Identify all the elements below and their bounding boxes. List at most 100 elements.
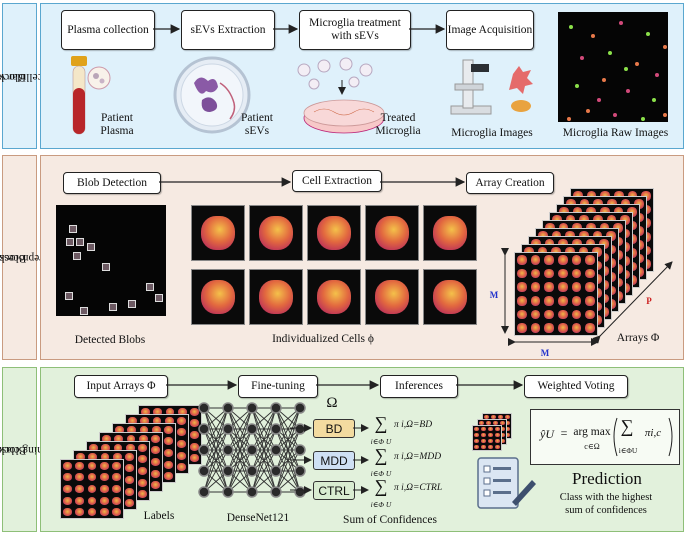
array-cell bbox=[606, 215, 617, 225]
raw-cell-dot bbox=[585, 108, 590, 113]
array-cell bbox=[586, 191, 597, 201]
array-cell bbox=[505, 426, 510, 432]
array-cell bbox=[481, 432, 486, 438]
dim-p: P bbox=[646, 296, 652, 306]
nn-node bbox=[294, 402, 306, 414]
array-cell bbox=[558, 223, 569, 233]
microglia-raw-images-label: Microglia Raw Images bbox=[562, 127, 669, 139]
step-input-arrays: Input Arrays Φ bbox=[74, 375, 168, 398]
array-cell bbox=[474, 438, 479, 444]
array-cell bbox=[139, 425, 149, 434]
array-cell bbox=[138, 443, 148, 452]
array-cell bbox=[627, 191, 638, 201]
array-cell bbox=[100, 496, 109, 505]
raw-cell-dot bbox=[574, 83, 579, 88]
patient-sevs-label: Patient sEVs bbox=[232, 112, 282, 138]
cell-tile bbox=[365, 205, 419, 261]
cell-tile bbox=[365, 269, 419, 325]
array-cell bbox=[592, 231, 603, 241]
array-cell bbox=[87, 508, 97, 517]
microglia-raw-image bbox=[558, 12, 668, 122]
blob-marker bbox=[108, 302, 117, 311]
neural-network-icon bbox=[198, 402, 306, 498]
array-cell bbox=[613, 223, 623, 233]
sum-symbol: ∑ bbox=[374, 476, 388, 496]
raw-cell-dot bbox=[591, 34, 595, 38]
array-cell bbox=[495, 426, 500, 432]
array-cell bbox=[152, 425, 161, 434]
array-cell bbox=[578, 247, 589, 257]
array-cell bbox=[585, 239, 596, 249]
array-cell bbox=[88, 452, 97, 461]
array-cell bbox=[75, 496, 84, 505]
array-cell bbox=[75, 461, 84, 470]
cell-tile bbox=[423, 205, 477, 261]
array-cell bbox=[530, 255, 541, 265]
array-cell bbox=[558, 255, 568, 265]
array-cell bbox=[493, 420, 498, 426]
formula-op: arg max bbox=[573, 426, 611, 438]
array-cell bbox=[585, 255, 595, 265]
array-cell bbox=[593, 215, 603, 225]
patient-plasma-label: Patient Plasma bbox=[87, 112, 147, 138]
cell-tile bbox=[191, 205, 245, 261]
petri-dish-icon bbox=[297, 57, 385, 134]
array-cell bbox=[75, 473, 84, 482]
sum-term: π i,Ω=MDD bbox=[394, 452, 442, 462]
array-cell bbox=[138, 490, 148, 499]
individualized-cells-label: Individualized Cells ϕ bbox=[272, 333, 374, 345]
array-cell bbox=[481, 444, 486, 450]
array-cell bbox=[565, 231, 575, 241]
array-cell bbox=[126, 443, 135, 452]
raw-cell-dot bbox=[651, 97, 656, 102]
array-cell bbox=[517, 282, 527, 292]
nn-node bbox=[198, 465, 210, 477]
array-cell bbox=[488, 438, 493, 444]
array-cell bbox=[558, 268, 568, 279]
sum-of-confidences-label: Sum of Confidences bbox=[343, 514, 437, 526]
array-cell bbox=[151, 446, 161, 455]
array-cell bbox=[530, 282, 541, 292]
array-cell bbox=[101, 434, 111, 443]
array-cell bbox=[538, 231, 548, 241]
array-cell bbox=[479, 420, 484, 426]
array-cell bbox=[151, 481, 161, 490]
array-cell bbox=[585, 282, 595, 292]
array-cell bbox=[530, 309, 541, 320]
formula-parens bbox=[613, 417, 673, 457]
array-cell bbox=[530, 268, 541, 279]
array-cell bbox=[627, 207, 637, 217]
formula-op-sub: c∈Ω bbox=[584, 442, 600, 451]
nn-node bbox=[270, 423, 282, 435]
nn-node bbox=[246, 486, 258, 498]
array-cell bbox=[152, 416, 162, 425]
cell-tile bbox=[191, 269, 245, 325]
array-cell bbox=[559, 207, 569, 217]
step-microglia-treatment: Microglia treatment with sEVs bbox=[299, 10, 411, 50]
raw-cell-dot bbox=[646, 31, 650, 36]
array-cell bbox=[592, 247, 602, 257]
array-cell bbox=[613, 207, 624, 217]
array-cell bbox=[125, 487, 135, 496]
raw-cell-dot bbox=[662, 45, 667, 49]
raw-cell-dot bbox=[596, 97, 601, 102]
treated-microglia-text: Treated Microglia bbox=[375, 112, 421, 137]
array-cell bbox=[566, 199, 576, 209]
checklist-icon bbox=[477, 457, 536, 509]
sum-symbol: ∑ bbox=[374, 413, 388, 433]
array-cell bbox=[544, 255, 554, 265]
array-cell bbox=[586, 223, 596, 233]
raw-cell-dot bbox=[640, 116, 645, 121]
array-cell bbox=[641, 191, 651, 201]
omega-symbol: Ω bbox=[326, 395, 338, 411]
array-cell bbox=[579, 231, 589, 241]
formula-sum-sub: i∈ΦU bbox=[618, 446, 638, 455]
array-cell bbox=[153, 407, 162, 416]
patient-plasma-text: Patient Plasma bbox=[100, 112, 134, 137]
step-inferences: Inferences bbox=[380, 375, 458, 398]
blob-marker bbox=[65, 238, 74, 247]
raw-cell-dot bbox=[569, 25, 573, 30]
array-cell bbox=[75, 484, 84, 494]
